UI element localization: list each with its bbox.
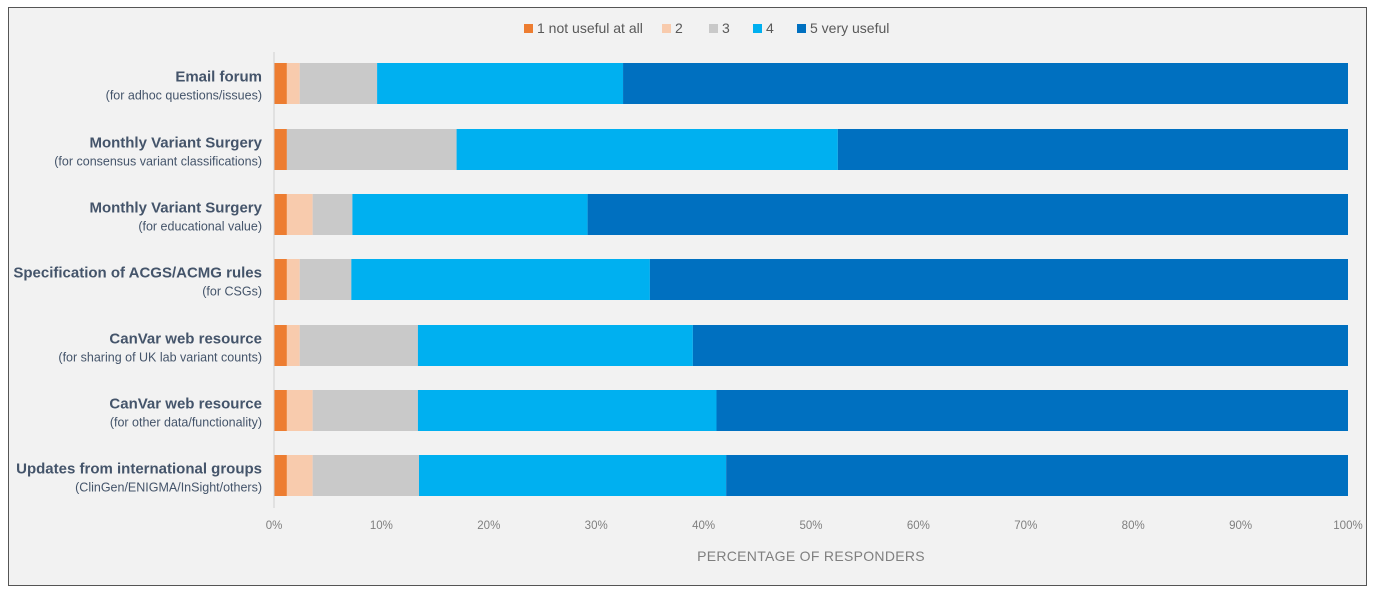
bar-segment-row3-rating4 <box>352 194 588 235</box>
x-tick-label-2: 20% <box>477 520 500 532</box>
category-sublabel-4: (for CSGs) <box>202 285 262 299</box>
legend-label-1: 1 not useful at all <box>537 20 643 36</box>
bar-segment-row1-rating2 <box>286 63 300 104</box>
category-sublabel-7: (ClinGen/ENIGMA/InSight/others) <box>75 481 262 495</box>
x-tick-label-5: 50% <box>799 520 822 532</box>
bar-segment-row3-rating3 <box>312 194 353 235</box>
bar-segment-row4-rating1 <box>274 259 287 300</box>
bar-segment-row4-rating5 <box>649 259 1348 300</box>
x-tick-label-3: 30% <box>585 520 608 532</box>
bar-segment-row3-rating5 <box>587 194 1348 235</box>
bar-segment-row5-rating3 <box>299 325 418 366</box>
x-axis-title: PERCENTAGE OF RESPONDERS <box>697 548 925 564</box>
x-tick-label-4: 40% <box>692 520 715 532</box>
bar-segment-row2-rating1 <box>274 129 287 170</box>
category-label-2: Monthly Variant Surgery <box>89 135 262 152</box>
x-tick-label-9: 90% <box>1229 520 1252 532</box>
bar-segment-row2-rating4 <box>456 129 838 170</box>
bar-segment-row5-rating2 <box>286 325 300 366</box>
bar-segment-row7-rating2 <box>286 455 313 496</box>
bar-segment-row4-rating2 <box>286 259 300 300</box>
bar-segment-row1-rating4 <box>377 63 624 104</box>
bar-segment-row6-rating2 <box>286 390 313 431</box>
x-tick-label-8: 80% <box>1122 520 1145 532</box>
legend-swatch-1 <box>524 24 533 33</box>
category-label-7: Updates from international groups <box>16 461 262 478</box>
bar-segment-row2-rating3 <box>286 129 457 170</box>
category-label-1: Email forum <box>175 69 262 86</box>
category-sublabel-6: (for other data/functionality) <box>110 416 262 430</box>
bar-segment-row7-rating4 <box>418 455 727 496</box>
x-tick-label-1: 10% <box>370 520 393 532</box>
category-label-5: CanVar web resource <box>109 331 262 348</box>
x-tick-label-6: 60% <box>907 520 930 532</box>
x-axis-ticks: 0% 10% 20% 30% 40% 50% 60% 70% 80% 90% 100% <box>266 520 1363 532</box>
x-tick-label-10: 100% <box>1333 520 1362 532</box>
x-tick-label-0: 0% <box>266 520 283 532</box>
legend-label-3: 3 <box>722 20 730 36</box>
legend-swatch-2 <box>662 24 671 33</box>
bar-segment-row5-rating1 <box>274 325 287 366</box>
category-sublabel-1: (for adhoc questions/issues) <box>106 89 262 103</box>
bar-segment-row3-rating1 <box>274 194 287 235</box>
category-labels: Email forum (for adhoc questions/issues) M… <box>13 69 262 495</box>
category-sublabel-5: (for sharing of UK lab variant counts) <box>58 351 262 365</box>
legend-swatch-3 <box>709 24 718 33</box>
legend: 1 not useful at all 2 3 4 5 very useful <box>524 20 889 36</box>
category-label-4: Specification of ACGS/ACMG rules <box>13 265 262 282</box>
legend-swatch-4 <box>753 24 762 33</box>
legend-label-4: 4 <box>766 20 774 36</box>
bar-segment-row6-rating1 <box>274 390 287 431</box>
bars <box>274 63 1348 496</box>
bar-segment-row7-rating3 <box>312 455 419 496</box>
bar-segment-row2-rating5 <box>837 129 1348 170</box>
category-sublabel-2: (for consensus variant classifications) <box>54 155 262 169</box>
legend-label-5: 5 very useful <box>810 20 889 36</box>
bar-segment-row7-rating5 <box>726 455 1348 496</box>
bar-segment-row7-rating1 <box>274 455 287 496</box>
bar-segment-row4-rating4 <box>351 259 650 300</box>
bar-segment-row5-rating4 <box>417 325 693 366</box>
bar-segment-row3-rating2 <box>286 194 313 235</box>
bar-segment-row5-rating5 <box>692 325 1348 366</box>
bar-segment-row6-rating3 <box>312 390 418 431</box>
bar-segment-row6-rating4 <box>417 390 717 431</box>
legend-swatch-5 <box>797 24 806 33</box>
bar-segment-row1-rating1 <box>274 63 287 104</box>
category-label-3: Monthly Variant Surgery <box>89 200 262 217</box>
bar-segment-row4-rating3 <box>299 259 352 300</box>
bar-segment-row1-rating3 <box>299 63 378 104</box>
category-label-6: CanVar web resource <box>109 396 262 413</box>
bar-segment-row6-rating5 <box>716 390 1348 431</box>
bar-segment-row1-rating5 <box>623 63 1348 104</box>
category-sublabel-3: (for educational value) <box>138 220 262 234</box>
x-tick-label-7: 70% <box>1014 520 1037 532</box>
legend-label-2: 2 <box>675 20 683 36</box>
